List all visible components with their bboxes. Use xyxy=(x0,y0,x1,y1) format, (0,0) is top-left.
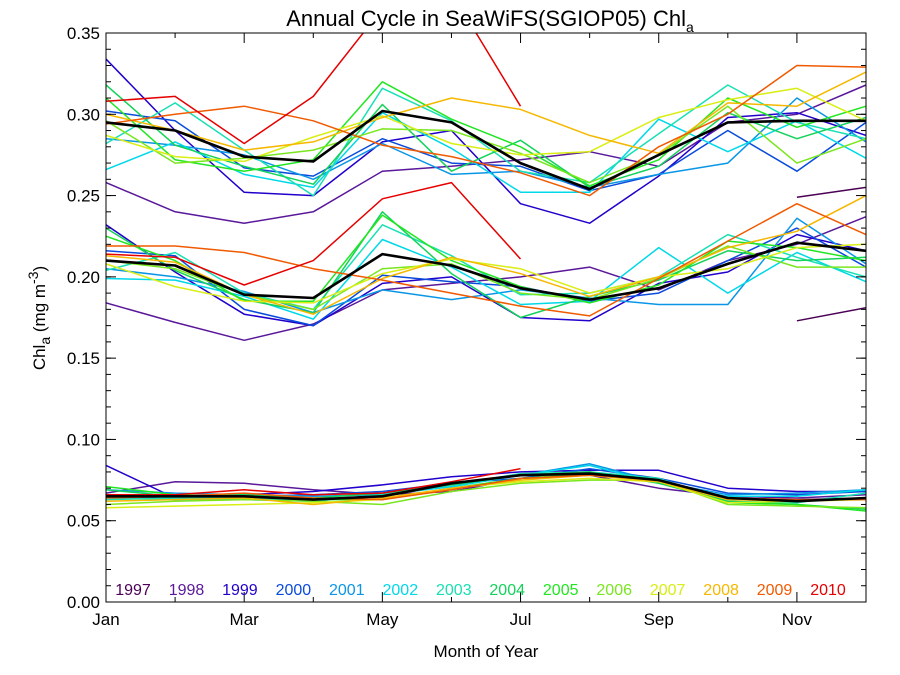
series-line-1997-median xyxy=(796,306,866,322)
x-tick-label: Jan xyxy=(92,610,119,629)
plot-frame xyxy=(105,32,867,603)
y-tick-label: 0.20 xyxy=(67,268,100,287)
legend-entry-1997: 1997 xyxy=(115,582,151,599)
x-tick-label: Mar xyxy=(230,610,260,629)
y-axis-label: Chla (mg m-3) xyxy=(25,266,53,370)
legend-entry-2001: 2001 xyxy=(329,582,365,599)
y-tick-label: 0.15 xyxy=(67,349,100,368)
series-line-2010-lower xyxy=(106,467,521,496)
legend-entry-2003: 2003 xyxy=(436,582,472,599)
y-tick-label: 0.10 xyxy=(67,430,100,449)
legend-entry-1999: 1999 xyxy=(222,582,258,599)
series-line-2009-upper xyxy=(106,64,866,197)
series-line-black-upper xyxy=(106,109,866,191)
series-line-2010-median xyxy=(106,181,522,286)
series-line-2003-upper xyxy=(106,84,866,197)
series-line-2000-median xyxy=(106,227,866,327)
series-line-2010-upper xyxy=(106,33,522,145)
legend-entry-2002: 2002 xyxy=(383,582,419,599)
chart-title: Annual Cycle in SeaWiFS(SGIOP05) Chla xyxy=(286,6,694,35)
y-tick-label: 0.05 xyxy=(67,512,100,531)
y-tick-label: 0.35 xyxy=(67,24,100,43)
legend-entry-2008: 2008 xyxy=(703,582,739,599)
series-line-2003-median xyxy=(106,224,866,311)
axes: 0.00 0.05 0.10 0.15 0.20 0.25 0.30 0.35 Jan Mar Ma… xyxy=(67,24,867,629)
series-line-2005-median xyxy=(106,214,866,304)
series-line-2007-upper xyxy=(106,87,866,163)
legend-entry-2009: 2009 xyxy=(757,582,793,599)
series-line-2008-upper xyxy=(106,71,866,155)
legend-entry-2000: 2000 xyxy=(276,582,312,599)
plot-area xyxy=(106,33,866,512)
series-line-2004-upper xyxy=(106,84,866,189)
series-line-1998-median xyxy=(106,216,866,342)
x-tick-label: May xyxy=(366,610,399,629)
x-tick-label: Jul xyxy=(510,610,532,629)
series-line-1997-upper xyxy=(796,186,866,198)
legend-entry-2006: 2006 xyxy=(596,582,632,599)
legend: 1997 1998 1999 2000 2001 2002 2003 2004 2005 2006… xyxy=(115,582,846,599)
series-line-black-lower xyxy=(106,472,866,503)
legend-entry-1998: 1998 xyxy=(169,582,205,599)
series-line-2009-median xyxy=(106,202,866,317)
series-line-1998-upper xyxy=(106,84,866,224)
series-line-2007-lower xyxy=(106,477,866,509)
series-line-2006-lower xyxy=(106,479,866,509)
y-tick-label: 0.25 xyxy=(67,187,100,206)
x-axis-label: Month of Year xyxy=(434,642,539,661)
legend-entry-2004: 2004 xyxy=(489,582,525,599)
x-tick-label: Sep xyxy=(644,610,674,629)
legend-entry-2005: 2005 xyxy=(543,582,579,599)
legend-entry-2007: 2007 xyxy=(650,582,686,599)
series-line-black-median xyxy=(106,241,866,301)
legend-entry-2010: 2010 xyxy=(810,582,846,599)
series-line-2002-upper xyxy=(106,111,866,194)
x-tick-label: Nov xyxy=(782,610,813,629)
y-tick-label: 0.30 xyxy=(67,105,100,124)
y-tick-label: 0.00 xyxy=(67,593,100,612)
series-line-2007-median xyxy=(106,243,866,304)
